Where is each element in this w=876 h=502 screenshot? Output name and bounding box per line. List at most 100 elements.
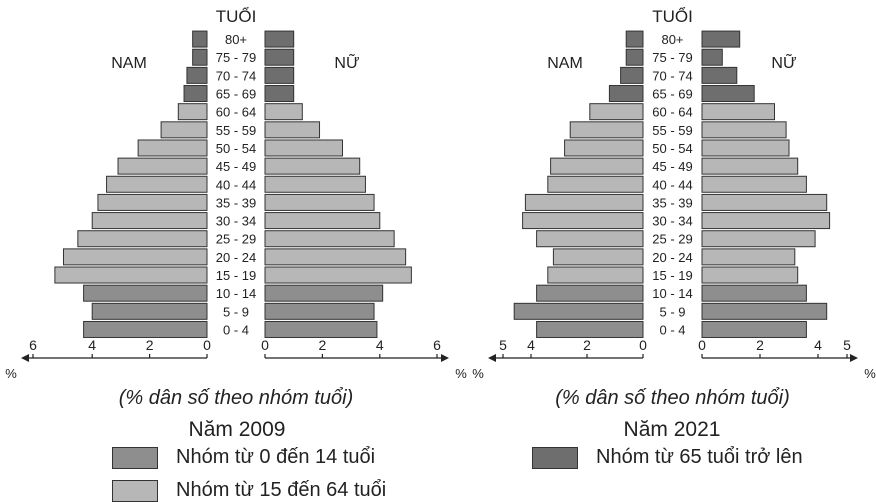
age-label: 15 - 19 <box>652 268 692 283</box>
x-axis-caption: (% dân số theo nhóm tuổi) <box>119 387 354 409</box>
age-label: 40 - 44 <box>652 177 692 192</box>
bar-male-40-44 <box>547 175 644 193</box>
age-label: 0 - 4 <box>223 322 249 337</box>
legend-item-working: Nhóm từ 15 đến 64 tuổi <box>112 479 386 502</box>
bar-female-45-49 <box>264 157 361 175</box>
x-tick-label-left: 6 <box>29 337 37 353</box>
bar-female-15-19 <box>264 266 412 284</box>
age-label: 50 - 54 <box>216 141 256 156</box>
x-tick-label-left: 2 <box>146 337 154 353</box>
unit-label-left: % <box>5 366 17 381</box>
legend-swatch-working <box>112 479 158 502</box>
age-label: 5 - 9 <box>659 304 685 319</box>
bar-male-35-39 <box>524 193 644 211</box>
bar-male-0-4 <box>536 320 644 338</box>
age-label: 10 - 14 <box>652 286 692 301</box>
bar-male-50-54 <box>564 139 644 157</box>
bar-female-55-59 <box>264 121 321 139</box>
age-label: 75 - 79 <box>216 50 256 65</box>
bar-female-30-34 <box>701 212 831 230</box>
bar-female-80+ <box>264 30 295 48</box>
legend-item-elderly: Nhóm từ 65 tuổi trở lên <box>532 446 803 469</box>
bar-male-70-74 <box>186 66 208 84</box>
bar-male-65-69 <box>608 85 644 103</box>
unit-label-right: % <box>455 366 467 381</box>
x-tick-label-right: 5 <box>843 337 851 353</box>
bar-male-50-54 <box>137 139 208 157</box>
age-label: 5 - 9 <box>223 304 249 319</box>
bar-male-65-69 <box>183 85 208 103</box>
x-tick-label-right: 2 <box>319 337 327 353</box>
bar-female-55-59 <box>701 121 787 139</box>
bar-female-20-24 <box>701 248 796 266</box>
bar-female-40-44 <box>264 175 366 193</box>
bar-male-25-29 <box>77 230 208 248</box>
bar-male-15-19 <box>547 266 644 284</box>
x-axis-right-arrow <box>850 354 858 362</box>
age-label: 65 - 69 <box>652 87 692 102</box>
age-label: 60 - 64 <box>216 105 256 120</box>
x-tick-label-left: 2 <box>583 337 591 353</box>
bar-female-50-54 <box>264 139 343 157</box>
bar-male-75-79 <box>625 48 644 66</box>
age-label: 30 - 34 <box>652 214 692 229</box>
age-label: 80+ <box>661 32 683 47</box>
x-axis-caption: (% dân số theo nhóm tuổi) <box>555 387 790 409</box>
age-label: 35 - 39 <box>216 195 256 210</box>
x-tick-label-left: 4 <box>527 337 535 353</box>
age-label: 35 - 39 <box>652 195 692 210</box>
male-label: NAM <box>547 55 583 72</box>
x-tick-label-left: 0 <box>203 337 211 353</box>
bar-female-75-79 <box>264 48 295 66</box>
bar-female-65-69 <box>701 85 755 103</box>
bar-female-15-19 <box>701 266 799 284</box>
age-label: 10 - 14 <box>216 286 256 301</box>
x-tick-label-right: 4 <box>814 337 822 353</box>
bar-female-20-24 <box>264 248 407 266</box>
bar-female-60-64 <box>701 103 775 121</box>
bar-female-10-14 <box>264 284 384 302</box>
bar-male-5-9 <box>91 302 208 320</box>
bar-male-55-59 <box>160 121 208 139</box>
bar-male-10-14 <box>83 284 208 302</box>
bar-male-70-74 <box>620 66 644 84</box>
bar-female-30-34 <box>264 212 381 230</box>
pyramid-2009: TUỔI NAM NỮ 0 - 4 5 - 9 10 - 14 15 - 19 20 - 24… <box>5 7 467 441</box>
bar-female-60-64 <box>264 103 303 121</box>
bar-male-55-59 <box>569 121 644 139</box>
x-tick-label-right: 2 <box>756 337 764 353</box>
legend-swatch-elderly <box>532 446 578 469</box>
legend-item-young: Nhóm từ 0 đến 14 tuổi <box>112 446 375 469</box>
x-tick-label-right: 0 <box>261 337 269 353</box>
bar-male-60-64 <box>589 103 644 121</box>
bar-female-65-69 <box>264 85 295 103</box>
bar-female-5-9 <box>264 302 375 320</box>
age-label: 75 - 79 <box>652 50 692 65</box>
x-tick-label-left: 5 <box>499 337 507 353</box>
bar-female-25-29 <box>701 230 816 248</box>
bar-male-30-34 <box>522 212 644 230</box>
age-label: 20 - 24 <box>652 250 692 265</box>
age-label: 80+ <box>225 32 247 47</box>
bar-male-20-24 <box>63 248 208 266</box>
bar-female-45-49 <box>701 157 799 175</box>
pyramid-2021: TUỔI NAM NỮ 0 - 4 5 - 9 10 - 14 15 - 19 20 - 24… <box>472 7 876 441</box>
bar-male-45-49 <box>550 157 644 175</box>
bar-male-10-14 <box>536 284 644 302</box>
bar-male-35-39 <box>97 193 208 211</box>
age-label: 20 - 24 <box>216 250 256 265</box>
bar-male-15-19 <box>54 266 208 284</box>
chart-title: Năm 2009 <box>189 418 286 441</box>
x-axis-left-arrow <box>21 354 29 362</box>
unit-label-left: % <box>472 366 484 381</box>
age-label: 55 - 59 <box>216 123 256 138</box>
bar-female-0-4 <box>701 320 807 338</box>
age-label: 60 - 64 <box>652 105 692 120</box>
bar-female-25-29 <box>264 230 395 248</box>
age-label: 45 - 49 <box>652 159 692 174</box>
male-label: NAM <box>111 55 147 72</box>
x-tick-label-right: 6 <box>433 337 441 353</box>
age-label: 45 - 49 <box>216 159 256 174</box>
bar-female-35-39 <box>264 193 375 211</box>
x-tick-label-left: 4 <box>88 337 96 353</box>
